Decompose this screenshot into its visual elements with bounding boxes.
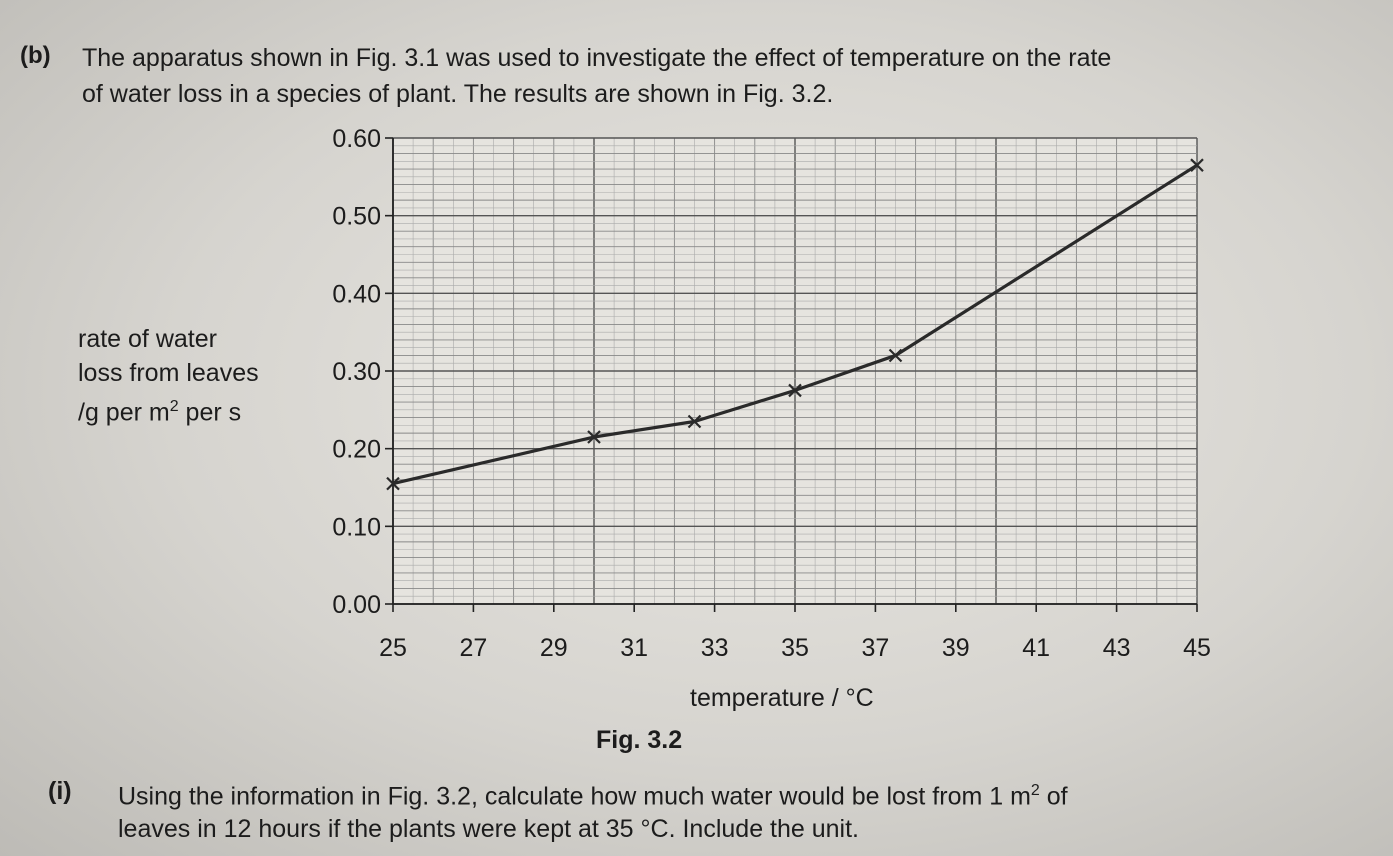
sub-question-sup: 2	[1030, 782, 1040, 799]
y-unit-sup: 2	[169, 398, 179, 415]
y-unit-pre: /g per m	[78, 398, 170, 427]
sub-question-text-end: of	[1039, 782, 1068, 811]
x-tick-label: 45	[1183, 634, 1211, 662]
data-point-marker	[1190, 158, 1204, 172]
intro-line-1: The apparatus shown in Fig. 3.1 was used…	[82, 44, 1112, 72]
question-intro: The apparatus shown in Fig. 3.1 was used…	[82, 40, 1372, 112]
x-tick-label: 43	[1103, 634, 1131, 662]
data-point-marker	[888, 348, 903, 363]
y-axis-label-line-1: rate of water	[78, 325, 217, 353]
y-tick-label: 0.30	[332, 358, 381, 386]
y-tick-label: 0.40	[332, 280, 381, 308]
series-line	[392, 163, 1198, 486]
y-axis-label-line-3: /g per m2 per s	[78, 390, 259, 429]
x-tick-label: 27	[459, 634, 487, 662]
y-tick-label: 0.60	[332, 125, 381, 153]
sub-question-line-1: Using the information in Fig. 3.2, calcu…	[118, 772, 1378, 815]
y-unit-post: per s	[178, 398, 242, 427]
x-tick-label: 41	[1022, 634, 1050, 662]
y-axis-label: rate of water loss from leaves /g per m2…	[78, 322, 259, 429]
y-tick-label: 0.10	[332, 513, 381, 541]
sub-question-line-2: leaves in 12 hours if the plants were ke…	[118, 815, 859, 843]
y-axis-label-line-2: loss from leaves	[78, 359, 259, 387]
sub-question-label: (i)	[48, 777, 72, 805]
y-tick-label: 0.20	[332, 436, 381, 464]
x-tick-label: 31	[620, 634, 648, 662]
data-point-marker	[687, 414, 702, 429]
intro-line-2: of water loss in a species of plant. The…	[82, 80, 834, 108]
y-tick-label: 0.00	[332, 591, 381, 619]
x-tick-label: 33	[701, 634, 729, 662]
figure-caption: Fig. 3.2	[596, 726, 683, 754]
x-tick-label: 37	[861, 634, 889, 662]
y-tick-label: 0.50	[332, 203, 381, 231]
question-part-label: (b)	[20, 42, 51, 69]
sub-question-text: Using the information in Fig. 3.2, calcu…	[118, 782, 1031, 811]
data-point-marker	[788, 383, 802, 398]
x-axis-label: temperature / °C	[690, 684, 874, 712]
data-point-marker	[587, 430, 601, 444]
x-tick-label: 25	[379, 634, 407, 662]
x-tick-label: 29	[540, 634, 568, 662]
x-tick-label: 35	[781, 634, 809, 662]
data-point-marker	[386, 476, 400, 491]
x-tick-label: 39	[942, 634, 970, 662]
